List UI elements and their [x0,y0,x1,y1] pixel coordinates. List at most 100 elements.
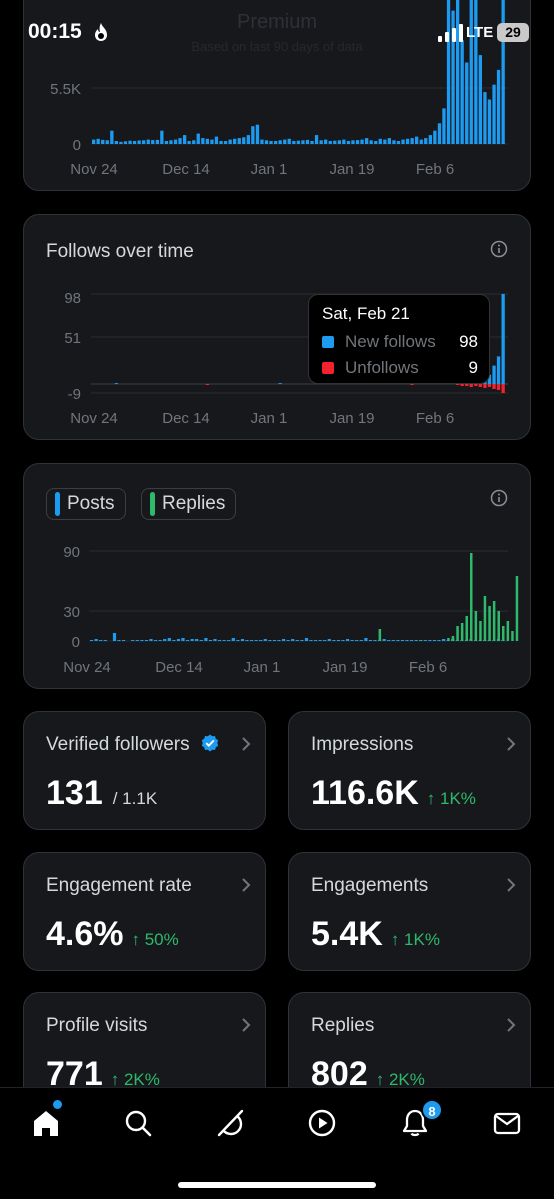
chart-bar-posts[interactable] [149,639,153,641]
chart-bar[interactable] [333,140,337,144]
chart-bar[interactable] [437,123,442,144]
chart-bar-posts[interactable] [181,638,185,641]
chart-bar[interactable] [324,139,328,144]
chart-bar-posts[interactable] [218,640,222,641]
grok-icon[interactable] [215,1108,245,1138]
chart-bar[interactable] [264,140,269,144]
chart-bar-posts[interactable] [300,640,304,641]
info-icon[interactable] [490,240,508,258]
chart-bar[interactable] [387,138,391,144]
chart-bar[interactable] [424,138,428,144]
chart-bar[interactable] [114,141,118,144]
chart-bar-replies[interactable] [483,596,487,641]
chart-bar[interactable] [460,40,464,144]
chart-bar-replies[interactable] [511,631,514,641]
chart-bar[interactable] [405,138,410,144]
stat-card-engagements[interactable]: Engagements 5.4K ↑ 1K% [288,852,531,971]
chart-bar-posts[interactable] [208,640,213,641]
chart-bar-posts[interactable] [414,640,418,641]
chart-bar-posts[interactable] [176,639,181,641]
chart-bar-posts[interactable] [131,640,135,641]
chart-bar[interactable] [242,137,246,144]
chart-bar-unfollows[interactable] [465,384,469,386]
chart-bar[interactable] [246,135,250,144]
chart-bar[interactable] [360,139,364,144]
chart-bar[interactable] [233,138,237,144]
chart-bar-unfollows[interactable] [483,384,487,388]
chart-bar-unfollows[interactable] [474,384,478,386]
chart-bar-posts[interactable] [268,640,272,641]
chart-bar[interactable] [237,138,241,144]
info-icon[interactable] [490,489,508,507]
messages-icon[interactable] [492,1108,522,1138]
chart-bar[interactable] [401,139,405,144]
chart-bar-posts[interactable] [295,640,299,641]
chart-bar-posts[interactable] [94,639,98,641]
chart-bar-posts[interactable] [332,640,336,641]
chart-bar[interactable] [187,141,191,144]
chart-bar-posts[interactable] [250,640,254,641]
chart-bar-replies[interactable] [502,626,505,641]
chart-bar-posts[interactable] [437,640,441,641]
chart-bar[interactable] [433,130,437,144]
chart-bar-posts[interactable] [263,639,267,641]
chart-bar-posts[interactable] [396,640,400,641]
replies-toggle[interactable]: Replies [141,488,237,520]
notifications-icon[interactable] [400,1108,430,1138]
chart-bar-posts[interactable] [432,640,437,641]
chart-bar[interactable] [196,133,200,144]
chart-bar[interactable] [169,140,173,144]
chart-bar-posts[interactable] [442,639,446,641]
chart-bar[interactable] [446,0,451,144]
chart-bar[interactable] [119,141,123,144]
chart-bar[interactable] [319,140,323,144]
chart-bar-posts[interactable] [327,639,331,641]
chart-bar[interactable] [110,130,114,144]
chart-bar-new-follows[interactable] [501,294,505,384]
chart-bar-new-follows[interactable] [492,365,496,384]
chart-bar[interactable] [346,141,351,144]
chart-bar[interactable] [355,140,360,144]
chart-bar[interactable] [205,138,209,144]
chart-bar[interactable] [365,138,369,144]
chart-bar[interactable] [260,139,264,144]
chart-bar[interactable] [378,138,382,144]
chart-bar-posts[interactable] [236,640,240,641]
chart-bar[interactable] [160,130,164,144]
chart-bar[interactable] [173,139,178,144]
chart-bar-replies[interactable] [474,611,478,641]
chart-bar-posts[interactable] [286,640,290,641]
chart-bar-unfollows[interactable] [205,384,209,385]
chart-bar-posts[interactable] [323,640,327,641]
chart-bar[interactable] [442,108,446,144]
chart-bar-posts[interactable] [231,638,235,641]
chart-bar[interactable] [201,138,205,144]
chart-bar-posts[interactable] [382,639,386,641]
chart-bar[interactable] [465,62,469,145]
chart-bar-unfollows[interactable] [478,384,482,387]
chart-bar-posts[interactable] [423,640,427,641]
chart-bar-posts[interactable] [240,639,245,641]
posts-toggle[interactable]: Posts [46,488,126,520]
chart-bar-replies[interactable] [479,621,482,641]
chart-bar[interactable] [383,139,387,144]
chart-bar-unfollows[interactable] [496,384,501,390]
stat-card-engagement-rate[interactable]: Engagement rate 4.6% ↑ 50% [23,852,266,971]
chart-bar[interactable] [164,141,169,144]
chart-bar[interactable] [328,141,332,144]
chart-bar-posts[interactable] [195,639,199,641]
chart-bar-posts[interactable] [309,640,313,641]
chart-bar-posts[interactable] [387,640,391,641]
chart-bar-posts[interactable] [400,640,405,641]
chart-bar-replies[interactable] [451,636,455,641]
chart-bar-replies[interactable] [456,626,459,641]
chart-bar-unfollows[interactable] [501,384,505,393]
chart-bar-posts[interactable] [277,640,281,641]
chart-bar-replies[interactable] [497,611,501,641]
chart-bar[interactable] [155,139,159,144]
chart-bar[interactable] [274,141,278,144]
chart-bar-posts[interactable] [135,640,139,641]
chart-bar-posts[interactable] [213,639,217,641]
chart-bar[interactable] [178,138,182,144]
chart-bar-posts[interactable] [428,640,432,641]
